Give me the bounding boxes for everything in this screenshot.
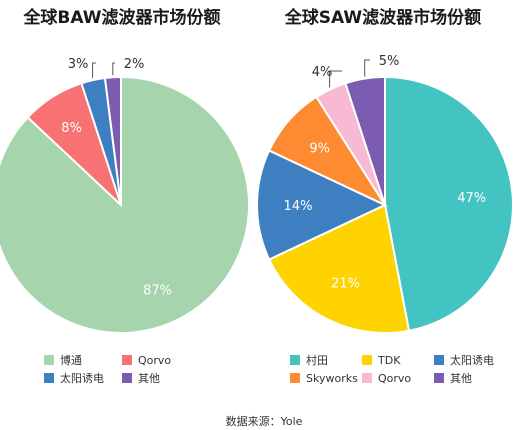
legend-swatch-1-2 — [434, 355, 444, 365]
legend-swatch-0-1 — [122, 355, 132, 365]
leader-line-0-2 — [92, 62, 96, 79]
slice-label-0-1: 8% — [61, 121, 82, 136]
leader-line-1-4 — [329, 70, 342, 88]
pie-slice-1-5 — [344, 75, 386, 206]
slice-label-1-1: 21% — [331, 277, 360, 292]
pie-slice-1-1 — [267, 203, 411, 334]
pie-slice-0-0 — [0, 75, 250, 334]
legend-label-0-3: 其他 — [138, 372, 160, 385]
slice-label-1-3: 9% — [309, 141, 330, 156]
slice-label-1-0: 47% — [457, 191, 486, 206]
leader-line-1-5 — [364, 59, 370, 77]
slice-label-1-2: 14% — [284, 199, 313, 214]
legend-swatch-1-4 — [362, 373, 372, 383]
legend-label-0-2: 太阳诱电 — [60, 372, 104, 385]
legend-swatch-1-3 — [290, 373, 300, 383]
legend-label-1-5: 其他 — [450, 372, 472, 385]
legend-swatch-0-0 — [44, 355, 54, 365]
legend-swatch-0-3 — [122, 373, 132, 383]
slice-label-1-4: 4% — [312, 65, 333, 80]
chart-title-0: 全球BAW滤波器市场份额 — [22, 7, 220, 28]
pie-slice-0-3 — [103, 75, 122, 206]
slice-label-0-0: 87% — [143, 284, 172, 299]
legend-swatch-0-2 — [44, 373, 54, 383]
pie-slice-1-0 — [384, 75, 514, 332]
pie-slice-1-2 — [255, 149, 388, 261]
legend-label-1-4: Qorvo — [378, 372, 411, 385]
legend-label-0-0: 博通 — [60, 354, 82, 367]
legend-swatch-1-5 — [434, 373, 444, 383]
legend-swatch-1-0 — [290, 355, 300, 365]
source-note: 数据来源：Yole — [225, 415, 303, 428]
legend-label-1-2: 太阳诱电 — [450, 354, 494, 367]
leader-line-0-3 — [112, 62, 115, 76]
slice-label-0-3: 2% — [124, 57, 145, 72]
legend-label-1-1: TDK — [377, 354, 401, 367]
legend-swatch-1-1 — [362, 355, 372, 365]
slice-label-1-5: 5% — [379, 54, 400, 69]
chart-title-1: 全球SAW滤波器市场份额 — [284, 7, 481, 28]
slice-label-0-2: 3% — [68, 57, 89, 72]
legend-label-1-0: 村田 — [306, 353, 328, 367]
legend-label-0-1: Qorvo — [138, 354, 171, 367]
legend-label-1-3: Skyworks — [306, 372, 358, 385]
